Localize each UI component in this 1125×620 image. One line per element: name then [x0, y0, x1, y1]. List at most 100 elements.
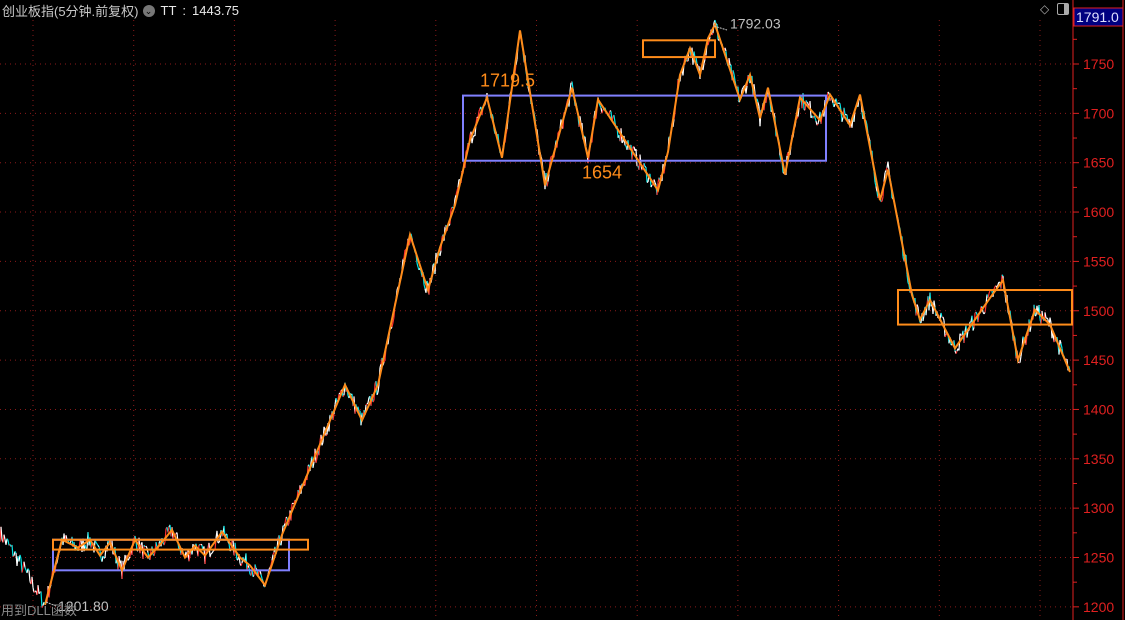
price-segment	[944, 334, 947, 338]
price-segment	[1029, 326, 1032, 332]
price-segment	[312, 461, 315, 468]
price-segment	[366, 402, 369, 405]
y-tick-label: 1200	[1083, 599, 1114, 615]
price-annotation: 1792.03	[730, 16, 781, 32]
price-segment	[283, 523, 286, 527]
price-segment	[33, 591, 36, 593]
price-segment	[97, 545, 100, 548]
price-segment	[966, 330, 969, 338]
price-segment	[392, 316, 395, 323]
y-tick-label: 1450	[1083, 352, 1114, 368]
price-segment	[711, 32, 714, 36]
price-segment	[714, 19, 717, 25]
price-segment	[315, 457, 318, 463]
price-segment	[833, 103, 836, 108]
price-segment	[993, 286, 996, 290]
panel-toggle-icon[interactable]	[1057, 3, 1070, 15]
price-segment	[254, 564, 257, 569]
price-segment	[1059, 339, 1062, 344]
price-segment	[357, 406, 360, 412]
price-segment	[733, 73, 736, 81]
high-pointer	[713, 25, 728, 31]
price-segment	[987, 293, 990, 299]
price-segment	[906, 274, 909, 283]
price-segment	[200, 543, 203, 546]
price-segment	[703, 59, 706, 64]
price-segment	[41, 605, 44, 608]
price-segment	[983, 311, 986, 315]
price-segment	[155, 541, 158, 547]
price-segment	[621, 141, 624, 144]
price-segment	[287, 522, 290, 526]
chart-header: 创业板指(5分钟.前复权) ⌄ TT : 1443.75	[2, 3, 240, 19]
price-segment	[19, 554, 22, 559]
price-segment	[456, 187, 459, 192]
price-segment	[240, 562, 243, 566]
price-segment	[23, 561, 26, 568]
price-segment	[0, 526, 3, 540]
price-segment	[601, 109, 604, 114]
price-segment	[550, 155, 553, 158]
price-segment	[940, 312, 943, 318]
price-segment	[702, 63, 705, 71]
price-segment	[204, 549, 207, 565]
price-segment	[1049, 317, 1052, 323]
price-segment	[95, 542, 98, 545]
price-segment	[3, 534, 6, 540]
price-segment	[377, 384, 380, 393]
price-segment	[391, 322, 394, 328]
price-segment	[874, 182, 877, 187]
price-segment	[741, 87, 744, 91]
price-segment	[339, 389, 342, 394]
price-segment	[796, 116, 799, 119]
price-segment	[643, 163, 646, 168]
zigzag-line	[44, 21, 1071, 606]
price-segment	[806, 101, 809, 104]
y-tick-label: 1400	[1083, 401, 1114, 417]
price-segment	[21, 567, 24, 573]
price-segment	[188, 555, 191, 562]
y-tick-label: 1250	[1083, 550, 1114, 566]
y-tick-label: 1750	[1083, 56, 1114, 72]
orange-range-box	[897, 289, 1073, 326]
price-annotation: 1654	[582, 162, 622, 182]
price-segment	[1038, 305, 1041, 319]
price-segment	[732, 70, 735, 75]
y-tick-label: 1350	[1083, 451, 1114, 467]
price-segment	[1060, 343, 1063, 349]
price-segment	[745, 85, 748, 94]
price-segment	[145, 545, 148, 549]
price-segment	[838, 102, 841, 105]
price-segment	[805, 100, 808, 103]
price-segment	[390, 326, 393, 329]
price-segment	[14, 551, 17, 554]
price-segment	[583, 135, 586, 138]
price-segment	[5, 538, 8, 545]
price-segment	[942, 316, 945, 321]
price-segment	[907, 282, 910, 285]
purple-range-box	[462, 94, 827, 162]
price-segment	[383, 360, 386, 363]
price-segment	[609, 110, 612, 112]
price-segment	[865, 120, 868, 126]
price-segment	[984, 304, 987, 313]
diamond-icon[interactable]: ◇	[1040, 2, 1050, 16]
price-segment	[975, 311, 978, 315]
price-segment	[153, 551, 156, 556]
price-segment	[887, 161, 890, 171]
price-segment	[423, 284, 426, 289]
chevron-down-circle-icon[interactable]: ⌄	[142, 4, 155, 17]
price-segment	[950, 343, 953, 346]
price-segment	[471, 137, 474, 144]
price-segment	[11, 544, 14, 557]
price-segment	[365, 403, 368, 406]
price-segment	[128, 556, 131, 560]
price-segment	[742, 85, 745, 89]
price-segment	[403, 249, 406, 259]
price-segment	[211, 551, 214, 554]
y-tick-label: 1650	[1083, 155, 1114, 171]
price-segment	[455, 190, 458, 196]
price-segment	[546, 181, 549, 187]
orange-range-box	[642, 39, 716, 59]
